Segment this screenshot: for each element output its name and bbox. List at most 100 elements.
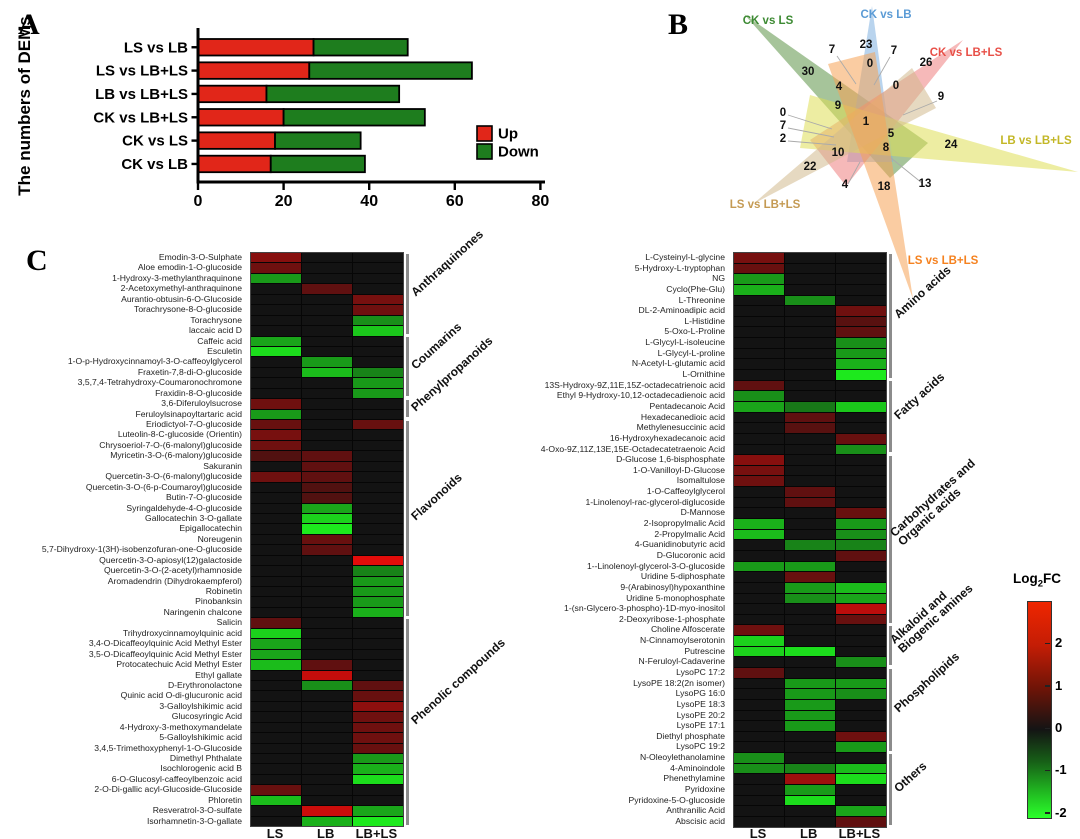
heatmap-cell <box>353 743 403 753</box>
metabolite-label: 4-Hydroxy-3-methoxymandelate <box>119 721 242 732</box>
bar-up-segment <box>197 61 311 80</box>
heatmap-cell <box>836 614 886 625</box>
venn-leader-line <box>902 100 938 116</box>
heatmap-cell <box>251 409 301 419</box>
colorbar-tick-label: 1 <box>1055 677 1063 693</box>
legend-swatch <box>476 125 493 142</box>
heatmap-cell <box>836 433 886 444</box>
metabolite-label: Pyridoxine <box>684 784 725 795</box>
category-bracket <box>406 420 409 616</box>
heatmap-cell <box>836 657 886 667</box>
heatmap-cell <box>353 399 403 409</box>
heatmap-cell <box>251 367 301 378</box>
heatmap-cell <box>734 508 784 519</box>
heatmap-cell <box>836 465 886 476</box>
venn-set-label: CK vs LB <box>860 9 911 21</box>
heatmap-cell <box>251 294 301 305</box>
metabolite-label: LysoPE 20:2 <box>676 709 725 720</box>
heatmap-cell <box>836 263 886 274</box>
heatmap-cell <box>302 597 352 607</box>
metabolite-label: 5-Galloylshikimic acid <box>159 732 242 743</box>
heatmap-cell <box>251 420 301 430</box>
metabolite-label: 3,5,7,4-Tetrahydroxy-Coumaronochromone <box>77 377 242 388</box>
heatmap-cell <box>734 529 784 540</box>
heatmap-cell <box>251 628 301 639</box>
heatmap-cell <box>785 487 835 497</box>
heatmap-cell <box>353 639 403 649</box>
metabolite-label: Diethyl phosphate <box>656 730 725 741</box>
heatmap-cell <box>734 604 784 614</box>
heatmap-cell <box>785 763 835 774</box>
heatmap-cell <box>302 336 352 346</box>
metabolite-label: 5-Oxo-L-Proline <box>664 326 725 337</box>
heatmap-cell <box>836 540 886 550</box>
venn-leader-line <box>873 56 891 86</box>
heatmap-cell <box>302 399 352 409</box>
heatmap-cell <box>734 433 784 444</box>
heatmap-cell <box>836 455 886 465</box>
metabolite-label: 1-(sn-Glycero-3-phospho)-1D-myo-inositol <box>564 603 725 614</box>
heatmap-cell <box>785 710 835 721</box>
metabolite-label: N-Feruloyl-Cadaverine <box>638 656 725 667</box>
heatmap-cell <box>785 497 835 508</box>
metabolite-label: Cyclo(Phe-Glu) <box>666 283 725 294</box>
metabolite-label: Uridine 5-diphosphate <box>640 571 725 582</box>
category-label: Flavonoids <box>408 470 465 524</box>
metabolite-label: 1-O-Vanilloyl-D-Glucose <box>632 464 725 475</box>
heatmap-cell <box>836 380 886 391</box>
heatmap-cell <box>251 774 301 785</box>
heatmap-cell <box>353 691 403 701</box>
heatmap-column-label: LB+LS <box>838 826 881 839</box>
metabolite-label: Myricetin-3-O-(6-malony)glucoside <box>110 450 242 461</box>
heatmap-cell <box>251 440 301 451</box>
colorbar-title: Log2FC <box>1013 571 1062 590</box>
heatmap-cell <box>251 576 301 586</box>
heatmap-cell <box>785 359 835 370</box>
x-tick-label: 20 <box>275 193 293 210</box>
heatmap-cell <box>302 420 352 430</box>
heatmap-cell <box>251 639 301 649</box>
heatmap-cell <box>785 423 835 433</box>
heatmap-cell <box>302 628 352 639</box>
heatmap-cell <box>302 774 352 785</box>
metabolite-label: Aurantio-obtusin-6-O-Glucoside <box>121 293 242 304</box>
heatmap-cell <box>734 412 784 423</box>
heatmap-cell <box>302 461 352 472</box>
heatmap-cell <box>302 388 352 399</box>
heatmap-cell <box>251 513 301 524</box>
metabolite-label: 9-(Arabinosyl)hypoxanthine <box>620 581 725 592</box>
metabolite-label: L-Ornithine <box>682 369 725 380</box>
metabolite-label: NG <box>712 273 725 284</box>
heatmap-cell <box>353 733 403 743</box>
venn-region-count: 2 <box>780 133 786 145</box>
metabolite-label: Trihydroxycinnamoylquinic acid <box>122 627 242 638</box>
bar-category-label: LS vs LB+LS <box>96 63 188 80</box>
category-label: Phenylpropanoids <box>408 333 496 414</box>
metabolite-label: L-Threonine <box>678 294 725 305</box>
metabolite-label: Quinic acid O-di-glucuronic acid <box>120 690 242 701</box>
metabolite-label: D-Glucoronic acid <box>656 549 725 560</box>
category-bracket <box>889 381 892 453</box>
heatmap-cell <box>734 774 784 785</box>
heatmap-cell <box>785 508 835 519</box>
venn-leader-line <box>836 55 857 85</box>
heatmap-cell <box>302 764 352 774</box>
heatmap-cell <box>785 667 835 678</box>
heatmap-cell <box>353 545 403 555</box>
heatmap-cell <box>734 625 784 636</box>
heatmap-cell <box>251 816 301 827</box>
metabolite-label: laccaic acid D <box>188 325 242 336</box>
heatmap-cell <box>302 513 352 524</box>
heatmap-cell <box>353 482 403 493</box>
dem-bar-chart: LS vs LB LS vs LB+LS LB vs LB+LS CK vs LB+L… <box>15 16 549 210</box>
heatmap-cell <box>353 566 403 576</box>
metabolite-label: LysoPC 17:2 <box>676 666 725 677</box>
heatmap-cell <box>353 326 403 336</box>
heatmap-cell <box>251 503 301 513</box>
heatmap-cell <box>734 284 784 295</box>
heatmap-cell <box>734 753 784 763</box>
heatmap-cell <box>785 540 835 550</box>
metabolite-label: 1-O-Caffeoylglycerol <box>646 486 725 497</box>
venn-leader-line <box>787 140 837 146</box>
venn-region-count: 22 <box>804 161 817 173</box>
